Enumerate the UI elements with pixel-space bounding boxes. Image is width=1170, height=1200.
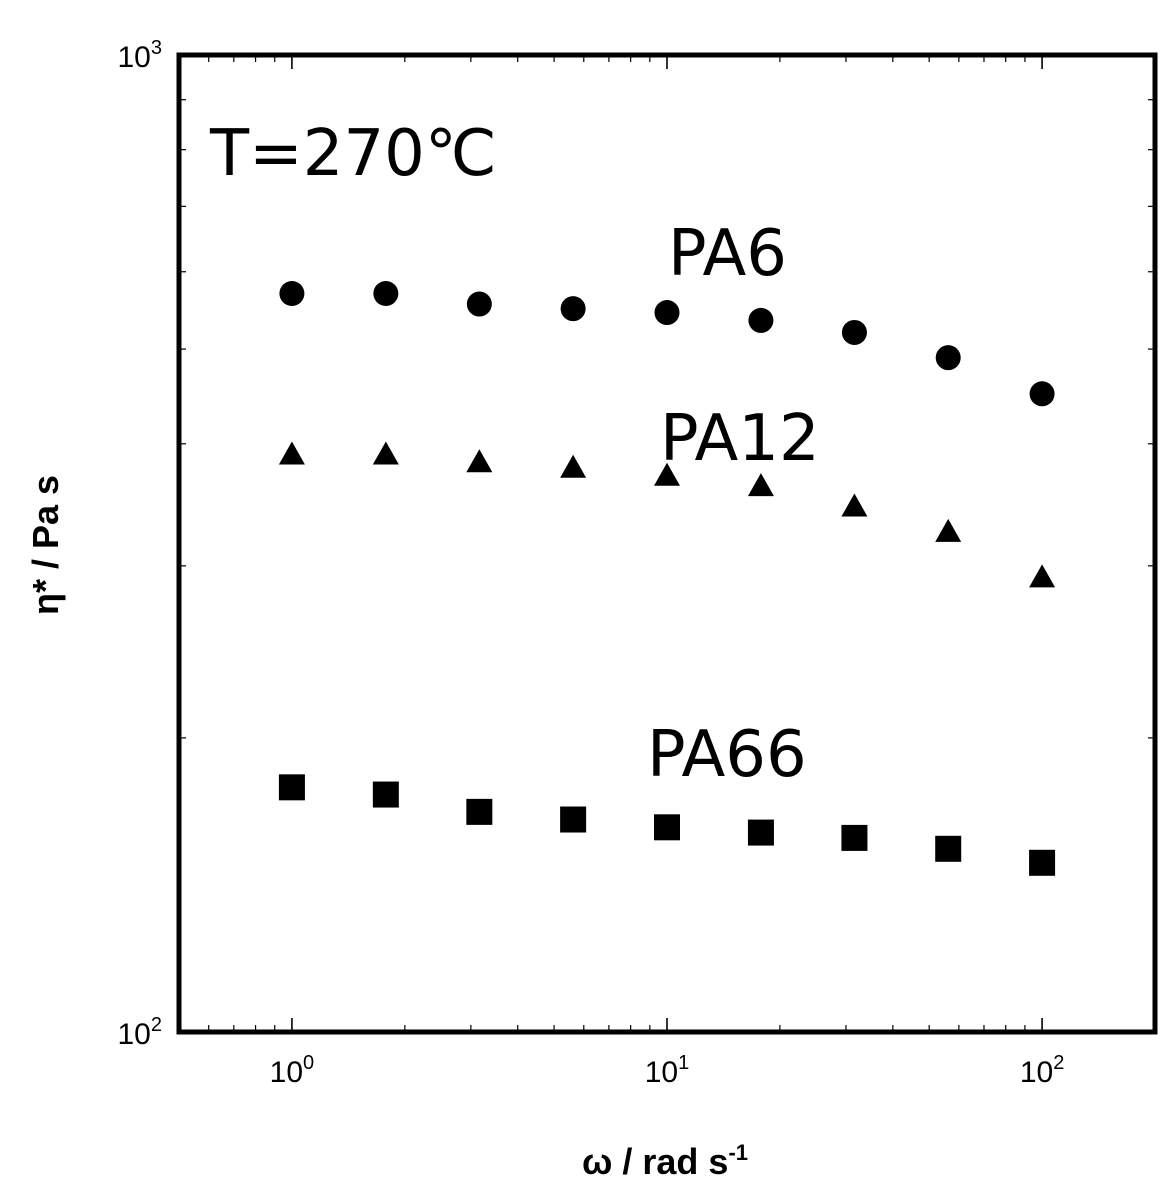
- x-tick-label: 102: [1020, 1052, 1065, 1089]
- data-point-pa12: [747, 473, 774, 497]
- data-point-pa12: [935, 518, 962, 542]
- data-point-pa66: [466, 798, 493, 825]
- pa6-label: PA6: [668, 217, 787, 291]
- data-point-pa12: [654, 462, 680, 486]
- data-point-pa66: [654, 814, 680, 841]
- data-markers: [278, 281, 1056, 876]
- data-point-pa12: [278, 441, 305, 465]
- data-point-pa66: [841, 824, 868, 851]
- x-axis-title-exponent: -1: [728, 1140, 748, 1165]
- data-point-pa12: [841, 493, 868, 517]
- x-tick-label: 100: [270, 1052, 315, 1089]
- data-point-pa66: [278, 774, 305, 801]
- data-point-pa12: [372, 441, 399, 465]
- data-point-pa6: [748, 307, 774, 333]
- data-point-pa6: [1029, 381, 1055, 407]
- x-tick-label: 101: [645, 1052, 690, 1089]
- x-tick-labels: 100 101 102: [270, 1052, 1065, 1089]
- data-point-pa66: [372, 781, 399, 808]
- data-point-pa12: [1029, 564, 1056, 588]
- data-point-pa6: [466, 291, 492, 317]
- data-point-pa66: [747, 819, 774, 846]
- data-point-pa66: [1029, 849, 1056, 876]
- plot-frame: [176, 52, 1158, 1035]
- x-axis-title: ω / rad s-1: [582, 1140, 748, 1182]
- data-point-pa12: [466, 449, 493, 473]
- data-point-pa6: [841, 319, 867, 345]
- data-point-pa66: [935, 835, 962, 862]
- major-ticks: [179, 54, 1155, 1033]
- minor-ticks: [178, 55, 1156, 1032]
- y-tick-labels: 102 103: [118, 37, 163, 1051]
- data-point-pa12: [560, 454, 587, 478]
- data-point-pa66: [560, 806, 587, 833]
- pa66-label: PA66: [647, 718, 807, 792]
- temperature-annotation: T=270℃: [209, 117, 497, 191]
- data-point-pa6: [373, 281, 399, 307]
- y-axis-title: η* / Pa s: [25, 475, 66, 615]
- data-point-pa6: [279, 281, 305, 307]
- data-point-pa6: [560, 296, 586, 322]
- y-tick-label: 103: [118, 37, 163, 74]
- y-tick-label: 102: [118, 1014, 163, 1051]
- data-point-pa6: [935, 345, 961, 371]
- data-point-pa6: [654, 300, 680, 326]
- pa12-label: PA12: [660, 402, 820, 476]
